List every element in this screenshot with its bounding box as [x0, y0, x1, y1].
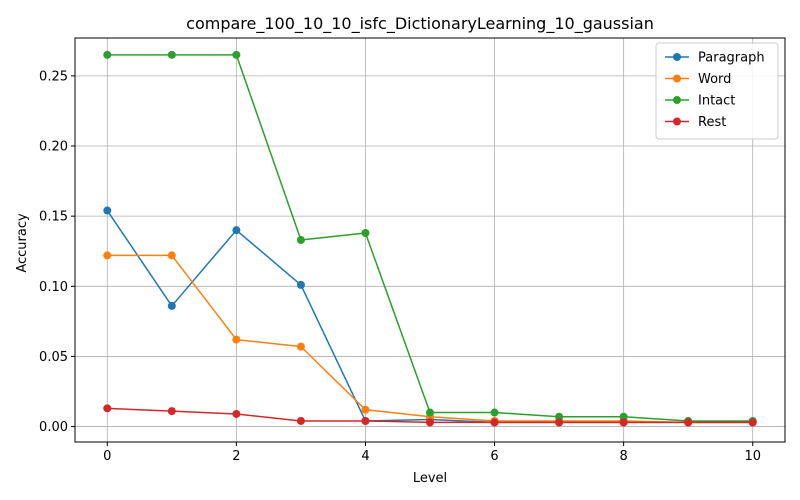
legend-box [655, 42, 779, 140]
data-point-paragraph [103, 206, 112, 215]
data-point-rest [619, 418, 628, 427]
data-point-word [232, 335, 241, 344]
series-layer [103, 50, 757, 427]
data-point-intact [167, 50, 176, 59]
x-axis-label: Level [413, 471, 447, 486]
data-point-rest [684, 418, 693, 427]
data-point-rest [748, 418, 757, 427]
series-rest [103, 404, 757, 427]
data-point-rest [426, 418, 434, 427]
data-point-intact [232, 50, 241, 59]
series-line-paragraph [106, 210, 753, 424]
x-tick-label: 6 [490, 449, 498, 464]
legend-marker-rest [673, 117, 681, 126]
legend-label-word: Word [698, 72, 731, 87]
legend-item-rest: Rest [665, 115, 726, 130]
data-point-intact [426, 408, 434, 417]
axis-ticks: 0 2 4 6 8 10 0.00 0.05 0.10 0.15 0.20 0.25 [39, 69, 761, 464]
legend-marker-word [673, 74, 681, 83]
legend-label-rest: Rest [698, 115, 726, 130]
data-point-paragraph [232, 226, 241, 235]
data-point-intact [555, 412, 564, 421]
data-point-intact [490, 408, 499, 417]
y-tick-label: 0.20 [39, 140, 68, 155]
legend: Paragraph Word Intact Rest [655, 42, 779, 140]
data-point-intact [361, 228, 370, 237]
data-point-word [103, 251, 112, 260]
chart-title: compare_100_10_10_isfc_DictionaryLearnin… [186, 14, 654, 34]
data-point-rest [167, 407, 176, 416]
data-point-intact [103, 50, 112, 59]
data-point-rest [103, 404, 112, 413]
legend-label-paragraph: Paragraph [698, 51, 765, 66]
y-axis-label: Accuracy [15, 213, 30, 273]
data-point-rest [296, 416, 305, 425]
data-point-rest [555, 418, 564, 427]
x-tick-label: 10 [744, 449, 761, 464]
data-point-intact [619, 412, 628, 421]
data-point-rest [361, 416, 370, 425]
data-point-intact [296, 236, 305, 244]
plot-frame [74, 37, 786, 443]
data-point-paragraph [167, 301, 176, 310]
data-point-word [167, 251, 176, 260]
y-tick-label: 0.00 [39, 420, 68, 435]
data-point-rest [490, 418, 499, 427]
legend-item-word: Word [665, 72, 731, 87]
series-word [103, 251, 757, 427]
y-tick-label: 0.10 [39, 280, 68, 295]
data-point-paragraph [296, 280, 305, 289]
series-line-word [107, 254, 753, 424]
legend-marker-intact [673, 96, 681, 104]
x-tick-label: 8 [619, 449, 627, 464]
x-tick-label: 0 [103, 449, 111, 464]
data-point-rest [232, 409, 241, 418]
x-tick-label: 2 [232, 449, 240, 464]
data-point-word [296, 342, 305, 351]
y-tick-label: 0.15 [39, 210, 68, 225]
legend-item-paragraph: Paragraph [665, 51, 765, 66]
series-paragraph [103, 206, 757, 427]
y-tick-label: 0.25 [39, 69, 68, 84]
y-tick-label: 0.05 [39, 350, 68, 365]
data-point-word [361, 405, 370, 414]
legend-item-intact: Intact [665, 94, 735, 109]
legend-marker-paragraph [673, 53, 681, 61]
x-tick-label: 4 [361, 449, 369, 464]
legend-label-intact: Intact [698, 94, 735, 109]
